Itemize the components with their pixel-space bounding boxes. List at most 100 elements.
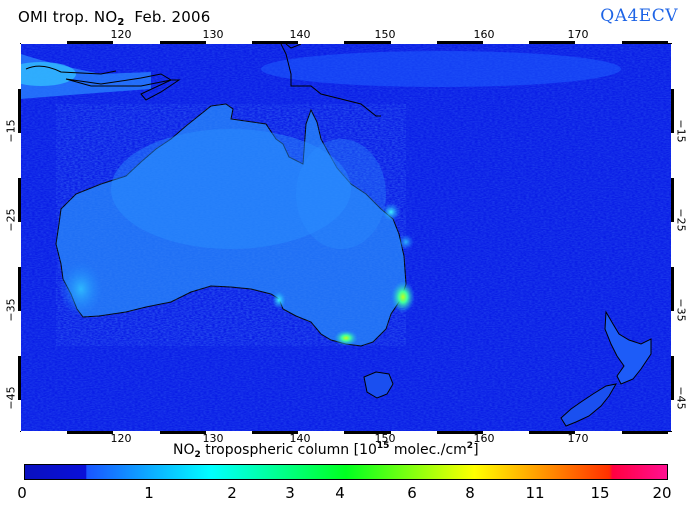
cb-title-unit: molec./cm <box>389 442 467 458</box>
new-zealand-north-island <box>604 310 652 385</box>
frame-segment <box>436 431 483 434</box>
title-date: Feb. 2006 <box>124 8 211 26</box>
frame-segment <box>298 431 345 434</box>
colorbar-label: 20 <box>652 484 672 502</box>
pacific-band <box>261 51 621 87</box>
colorbar-label: 3 <box>285 484 295 502</box>
frame-segment <box>67 41 114 44</box>
hotspot-sydney <box>391 281 415 313</box>
map-title: OMI trop. NO2 Feb. 2006 <box>18 8 211 28</box>
frame-segment <box>18 266 21 311</box>
lat-label-right: −35 <box>674 298 688 322</box>
lon-label-top: 140 <box>289 28 311 41</box>
lon-label-top: 130 <box>202 28 224 41</box>
lon-label-top: 170 <box>567 28 589 41</box>
frame-segment <box>67 431 114 434</box>
lon-label-bottom: 130 <box>202 432 224 445</box>
tasmania <box>363 371 394 399</box>
frame-segment <box>18 177 21 222</box>
lon-label-top: 160 <box>473 28 495 41</box>
frame-segment <box>205 431 252 434</box>
frame-segment <box>159 41 206 44</box>
frame-segment <box>671 133 674 178</box>
cb-title-suffix: ] <box>473 442 479 458</box>
lat-label-right: −25 <box>674 208 688 232</box>
frame-segment <box>671 88 674 133</box>
frame-segment <box>529 431 576 434</box>
colorbar <box>24 464 668 480</box>
frame-segment <box>113 431 160 434</box>
new-guinea-north <box>285 44 302 49</box>
frame-segment <box>298 41 345 44</box>
hotspot-perth <box>59 261 103 317</box>
frame-segment <box>205 41 252 44</box>
java-coast <box>25 65 117 75</box>
title-text: OMI trop. NO <box>18 8 118 26</box>
frame-segment <box>344 41 391 44</box>
brand-label: QA4ECV <box>600 6 678 26</box>
frame-segment <box>671 44 674 89</box>
frame-segment <box>21 41 68 44</box>
lat-label-left: −15 <box>4 119 18 143</box>
colorbar-label: 8 <box>465 484 475 502</box>
lat-label-right: −45 <box>674 386 688 410</box>
frame-segment <box>18 44 21 89</box>
new-zealand-south-island <box>560 383 617 427</box>
hotspot-brisbane <box>382 203 400 221</box>
lon-label-top: 120 <box>110 28 132 41</box>
timor-coast <box>140 79 181 101</box>
colorbar-label: 1 <box>144 484 154 502</box>
lon-label-bottom: 150 <box>374 432 396 445</box>
frame-segment <box>671 266 674 311</box>
lon-label-top: 150 <box>374 28 396 41</box>
frame-segment <box>21 431 68 434</box>
cb-title-unit-exponent: 2 <box>466 441 474 451</box>
frame-segment <box>575 41 622 44</box>
map-panel <box>20 43 672 432</box>
frame-segment <box>436 41 483 44</box>
frame-segment <box>18 400 21 431</box>
frame-segment <box>252 41 299 44</box>
cb-title-subscript: 2 <box>194 450 201 460</box>
colorbar-label: 6 <box>407 484 417 502</box>
lon-label-bottom: 120 <box>110 432 132 445</box>
frame-segment <box>621 431 668 434</box>
lon-label-bottom: 160 <box>473 432 495 445</box>
frame-segment <box>159 431 206 434</box>
frame-segment <box>252 431 299 434</box>
java-plume <box>21 62 76 86</box>
frame-segment <box>18 355 21 400</box>
lat-label-left: −25 <box>4 208 18 232</box>
new-guinea-coast <box>280 44 381 117</box>
lat-label-left: −35 <box>4 298 18 322</box>
frame-segment <box>113 41 160 44</box>
lat-label-left: −45 <box>4 386 18 410</box>
hotspot-melbourne <box>334 330 358 346</box>
frame-segment <box>671 222 674 267</box>
title-subscript: 2 <box>117 17 125 28</box>
frame-segment <box>18 222 21 267</box>
frame-segment <box>483 41 530 44</box>
cb-title-mid: tropospheric column [10 <box>200 442 377 458</box>
queensland-enhancement <box>296 139 386 249</box>
colorbar-label: 11 <box>525 484 545 502</box>
cb-title-prefix: NO <box>173 442 195 458</box>
frame-segment <box>621 41 668 44</box>
cb-title-exponent: 15 <box>376 441 390 451</box>
frame-segment <box>483 431 530 434</box>
frame-segment <box>671 400 674 431</box>
no2-map <box>21 44 671 431</box>
lat-label-right: −15 <box>674 119 688 143</box>
lon-label-bottom: 170 <box>567 432 589 445</box>
lon-label-bottom: 140 <box>289 432 311 445</box>
frame-segment <box>671 311 674 356</box>
colorbar-label: 0 <box>17 484 27 502</box>
frame-segment <box>344 431 391 434</box>
lesser-sunda-coast <box>65 73 173 87</box>
colorbar-label: 2 <box>227 484 237 502</box>
colorbar-label: 15 <box>590 484 610 502</box>
frame-segment <box>529 41 576 44</box>
frame-segment <box>18 88 21 133</box>
colorbar-label: 4 <box>335 484 345 502</box>
frame-segment <box>390 41 437 44</box>
